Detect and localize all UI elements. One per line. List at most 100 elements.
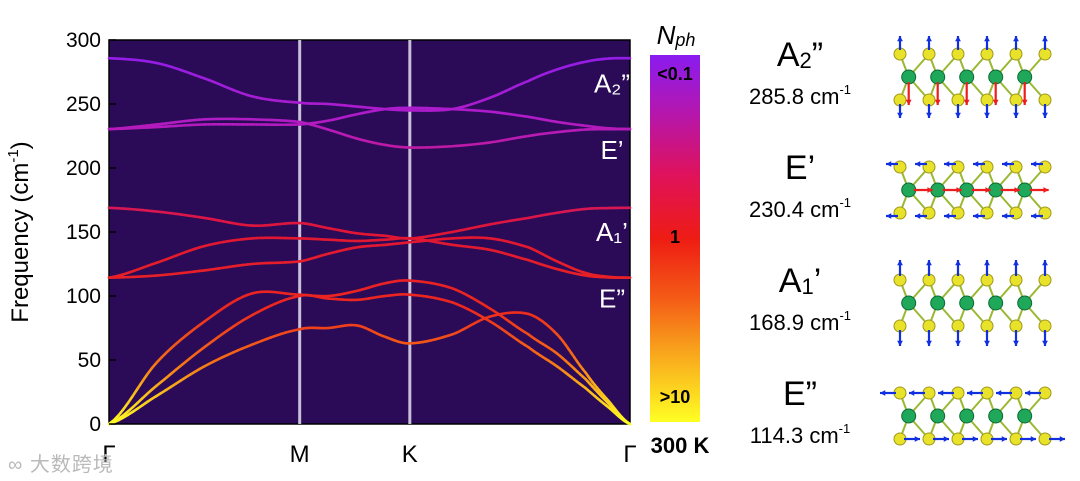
metal-atom bbox=[901, 295, 917, 311]
arrowhead bbox=[1014, 187, 1020, 193]
arrowhead bbox=[944, 213, 950, 219]
metal-atom bbox=[988, 69, 1004, 85]
arrowhead bbox=[1013, 340, 1019, 346]
arrowhead bbox=[1002, 161, 1008, 167]
chalcogen-atom bbox=[1009, 206, 1023, 220]
arrowhead bbox=[956, 187, 962, 193]
plot-background bbox=[108, 39, 631, 425]
colorbar-label-mid: 1 bbox=[670, 227, 680, 247]
y-tick-label: 150 bbox=[66, 221, 101, 244]
band-6 bbox=[107, 206, 632, 240]
temperature-label: 300 K bbox=[651, 433, 710, 458]
metal-atom bbox=[901, 69, 917, 85]
arrowhead bbox=[934, 99, 941, 105]
y-axis-label: Frequency (cm-1) bbox=[5, 141, 34, 322]
x-tick-label: Γ bbox=[623, 441, 636, 468]
metal-atom bbox=[1017, 69, 1033, 85]
arrowhead bbox=[963, 99, 970, 105]
arrowhead bbox=[985, 187, 991, 193]
mode-label-a1p: A1’ bbox=[778, 262, 822, 300]
arrowhead bbox=[1042, 36, 1048, 42]
arrowhead bbox=[955, 36, 961, 42]
arrowhead bbox=[1042, 340, 1048, 346]
chalcogen-atom bbox=[980, 206, 994, 220]
band-segment bbox=[141, 373, 149, 383]
arrowhead bbox=[915, 213, 921, 219]
arrowhead bbox=[943, 436, 949, 442]
arrowhead bbox=[984, 36, 990, 42]
mode-panel-a2pp: A2” 285.8 cm-1 bbox=[730, 32, 1080, 127]
chalcogen-atom bbox=[1009, 160, 1023, 174]
band-3 bbox=[107, 279, 632, 426]
arrowhead bbox=[955, 260, 961, 266]
colorbar-gradient bbox=[650, 55, 700, 422]
arrowhead bbox=[897, 36, 903, 42]
chalcogen-atom bbox=[922, 206, 936, 220]
chalcogen-atom bbox=[951, 160, 965, 174]
metal-atom bbox=[930, 69, 946, 85]
chalcogen-atom bbox=[893, 160, 907, 174]
chalcogen-atom bbox=[980, 160, 994, 174]
chalcogen-atom bbox=[951, 206, 965, 220]
mode-panel-ep: E’ 230.4 cm-1 bbox=[730, 145, 1080, 240]
band-5 bbox=[107, 236, 632, 279]
arrowhead bbox=[967, 390, 973, 396]
metal-atom bbox=[988, 295, 1004, 311]
arrowhead bbox=[984, 260, 990, 266]
mode-panel-epp: E” 114.3 cm-1 bbox=[730, 371, 1080, 466]
structure-epp bbox=[880, 386, 1065, 446]
band-segment bbox=[131, 387, 139, 398]
x-tick-label: Γ bbox=[102, 441, 115, 468]
chalcogen-atom bbox=[893, 206, 907, 220]
arrowhead bbox=[914, 436, 920, 442]
arrowhead bbox=[886, 161, 892, 167]
arrowhead bbox=[1025, 390, 1031, 396]
metal-atom bbox=[1017, 182, 1033, 198]
arrowhead bbox=[926, 36, 932, 42]
colorbar: Nph <0.1 1 >10 300 K bbox=[650, 20, 709, 458]
structure-a2pp bbox=[893, 36, 1052, 118]
band-segment bbox=[122, 401, 130, 411]
metal-atom bbox=[959, 295, 975, 311]
arrowhead bbox=[1030, 436, 1036, 442]
arrowhead bbox=[1013, 36, 1019, 42]
mode-freq-a1p: 168.9 cm-1 bbox=[748, 308, 852, 335]
arrowhead bbox=[1031, 161, 1037, 167]
mode-freq-ep: 230.4 cm-1 bbox=[748, 195, 852, 222]
phonon-dispersion-chart: 0 50 100 150 200 250 300 Γ M K Γ A₂” E’ A₁’ E” Frequ… bbox=[5, 20, 709, 468]
chalcogen-atom bbox=[1038, 206, 1052, 220]
arrowhead bbox=[973, 161, 979, 167]
arrowhead bbox=[938, 390, 944, 396]
y-tick-label: 0 bbox=[89, 413, 101, 436]
metal-atom bbox=[930, 408, 946, 424]
watermark: ∞︎ 大数跨境 bbox=[8, 448, 114, 477]
metal-atom bbox=[988, 182, 1004, 198]
band-8 bbox=[107, 117, 632, 149]
arrowhead bbox=[909, 390, 915, 396]
mode-label-a2pp: A2” bbox=[776, 36, 824, 74]
y-tick-label: 250 bbox=[66, 93, 101, 116]
arrowhead bbox=[1042, 112, 1048, 118]
mode-annotation: A₁’ bbox=[596, 217, 628, 247]
arrowhead bbox=[955, 112, 961, 118]
arrowhead bbox=[1021, 99, 1028, 105]
arrowhead bbox=[1042, 260, 1048, 266]
y-tick-label: 300 bbox=[66, 29, 101, 52]
mode-annotation: E’ bbox=[600, 135, 623, 165]
arrowhead bbox=[915, 161, 921, 167]
colorbar-label-low: <0.1 bbox=[657, 64, 693, 84]
structure-ep bbox=[886, 160, 1052, 220]
arrowhead bbox=[1031, 213, 1037, 219]
metal-atom bbox=[1017, 408, 1033, 424]
arrowhead bbox=[1059, 436, 1065, 442]
metal-atom bbox=[901, 182, 917, 198]
metal-atom bbox=[1017, 295, 1033, 311]
chalcogen-atom bbox=[922, 160, 936, 174]
arrowhead bbox=[905, 99, 912, 105]
y-tick-label: 200 bbox=[66, 157, 101, 180]
chalcogen-atom bbox=[1038, 160, 1052, 174]
arrowhead bbox=[992, 99, 999, 105]
arrowhead bbox=[926, 340, 932, 346]
watermark-logo-icon: ∞︎ bbox=[8, 454, 24, 476]
band-segment bbox=[145, 366, 154, 376]
